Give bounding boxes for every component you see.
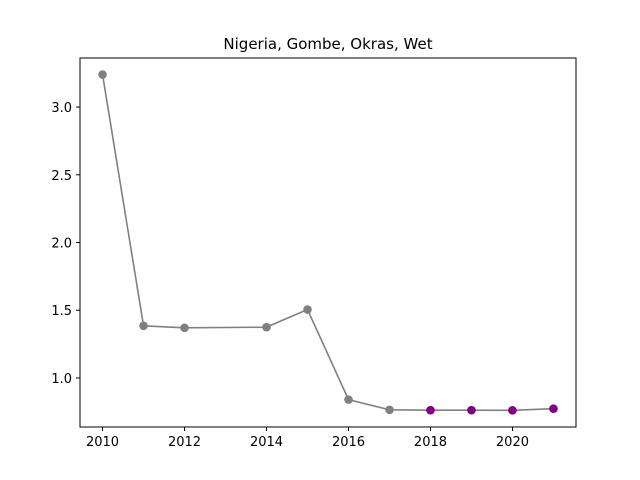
y-tick-label: 2.0 bbox=[51, 237, 72, 252]
data-point bbox=[549, 404, 558, 414]
x-tick-label: 2018 bbox=[414, 435, 447, 450]
data-point bbox=[385, 405, 394, 415]
series-line bbox=[101, 74, 554, 412]
data-point bbox=[98, 70, 107, 79]
x-tick-label: 2020 bbox=[496, 435, 529, 450]
x-tick-label: 2012 bbox=[168, 435, 201, 450]
series-layer bbox=[98, 70, 558, 415]
chart-title: Nigeria, Gombe, Okras, Wet bbox=[223, 35, 432, 53]
y-tick-label: 1.5 bbox=[51, 304, 72, 319]
data-point bbox=[180, 323, 189, 333]
x-tick-label: 2014 bbox=[250, 435, 283, 450]
plot-frame bbox=[79, 57, 577, 428]
data-point bbox=[344, 395, 353, 404]
x-tick-label: 2010 bbox=[86, 435, 119, 450]
axes: 2010 2012 2014 2016 2018 2020 1.0 1.5 2.0 2.5 3.0 bbox=[51, 101, 529, 450]
data-point bbox=[426, 405, 435, 415]
data-point bbox=[467, 405, 476, 415]
y-tick-label: 2.5 bbox=[51, 169, 72, 184]
data-point bbox=[262, 322, 271, 332]
y-tick-label: 3.0 bbox=[51, 101, 72, 116]
x-tick-label: 2016 bbox=[332, 435, 365, 450]
data-point bbox=[508, 406, 517, 415]
data-point bbox=[139, 321, 148, 331]
data-point bbox=[303, 305, 312, 314]
y-tick-label: 1.0 bbox=[51, 372, 72, 387]
